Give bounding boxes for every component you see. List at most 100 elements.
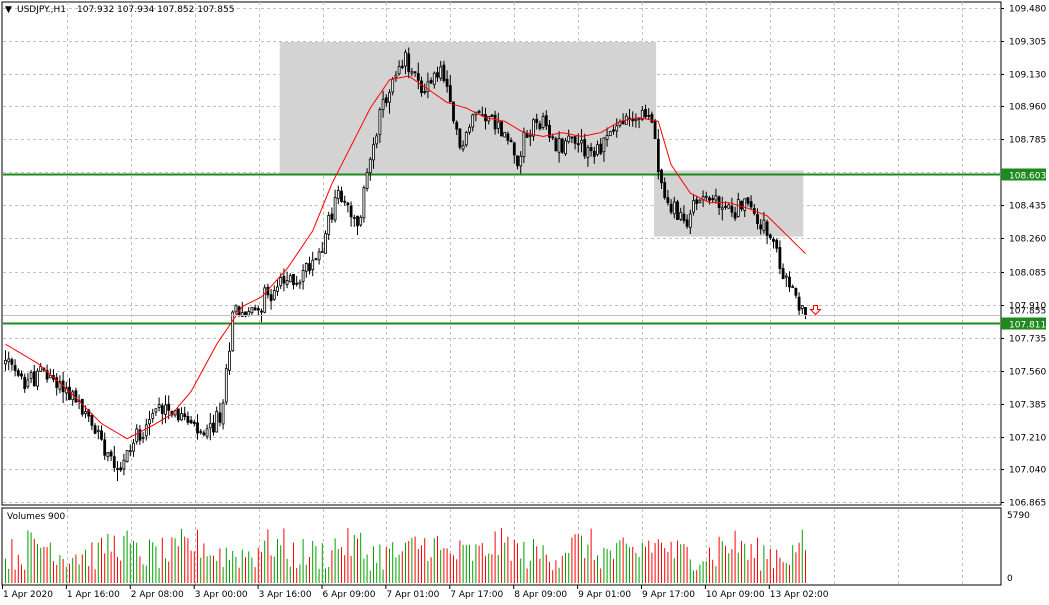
candle-body <box>576 143 580 146</box>
candle-body <box>538 123 542 129</box>
candle-body <box>720 207 724 210</box>
candle-body <box>4 360 7 365</box>
candle-body <box>692 200 695 213</box>
candle-body <box>788 276 791 288</box>
candle-body <box>781 268 785 280</box>
candle-body <box>103 439 107 456</box>
candle-body <box>663 182 667 198</box>
candle-body <box>212 422 215 433</box>
candle-body <box>263 287 267 313</box>
price-tick-label: 108.785 <box>1009 136 1046 146</box>
candle-body <box>285 280 289 285</box>
volume-bars <box>5 528 806 583</box>
current-price-line: 107.855 <box>3 307 1046 317</box>
candle-body <box>653 120 657 140</box>
candle-body <box>272 290 276 300</box>
candle-body <box>432 72 436 85</box>
candle-body <box>765 221 769 236</box>
candle-body <box>167 403 171 411</box>
candle-body <box>637 117 641 120</box>
time-tick-label: 3 Apr 00:00 <box>195 590 248 600</box>
candle-body <box>324 233 327 254</box>
candle-body <box>372 144 375 161</box>
candle-body <box>400 65 404 68</box>
time-tick-label: 13 Apr 02:00 <box>770 590 829 600</box>
candle-body <box>599 143 603 154</box>
candle-body <box>759 224 763 230</box>
candle-body <box>727 204 731 209</box>
candle-body <box>96 429 100 432</box>
candle-body <box>490 114 494 117</box>
candle-body <box>320 251 324 253</box>
candle-body <box>551 136 555 139</box>
candle-body <box>423 91 427 94</box>
price-tick-label: 109.305 <box>1009 38 1046 48</box>
level-price-tag <box>1001 317 1046 330</box>
candle-body <box>224 368 228 403</box>
candle-body <box>496 121 500 129</box>
candle-body <box>506 133 510 141</box>
candle-body <box>356 215 359 227</box>
candle-body <box>58 381 62 390</box>
price-tick-label: 108.085 <box>1009 269 1046 279</box>
candle-body <box>45 370 49 380</box>
candle-body <box>461 145 465 150</box>
candle-body <box>573 136 577 144</box>
candle-body <box>570 136 574 139</box>
volume-panel-label: Volumes 900 <box>7 512 65 522</box>
candle-body <box>276 286 279 292</box>
candle-body <box>160 405 164 414</box>
candle-body <box>640 110 644 120</box>
candle-body <box>714 195 718 201</box>
candle-body <box>391 78 395 93</box>
candle-body <box>39 366 43 372</box>
time-tick-label: 1 Apr 2020 <box>3 590 53 600</box>
candle-body <box>253 307 257 311</box>
candle-body <box>704 195 708 198</box>
price-axis: 109.480 109.305 109.130 108.960 108.785 108.6… <box>1001 5 1046 509</box>
candle-body <box>199 431 203 434</box>
candle-body <box>580 140 583 144</box>
candle-body <box>279 277 283 287</box>
price-tick-label: 109.130 <box>1009 71 1046 81</box>
candle-body <box>378 109 382 135</box>
candle-body <box>301 270 305 282</box>
candle-body <box>794 287 798 296</box>
time-axis: 1 Apr 2020 1 Apr 16:00 2 Apr 08:00 3 Apr 00… <box>2 585 829 600</box>
candle-body <box>800 305 804 310</box>
candle-body <box>682 213 686 221</box>
candle-body <box>26 379 30 388</box>
candle-body <box>183 413 187 418</box>
candle-body <box>548 124 551 138</box>
candle-body <box>68 386 71 400</box>
candle-body <box>791 286 795 289</box>
time-tick-label: 7 Apr 17:00 <box>450 590 503 600</box>
candle-body <box>231 311 235 352</box>
candle-body <box>778 247 782 269</box>
time-tick-label: 3 Apr 16:00 <box>259 590 312 600</box>
candle-body <box>330 213 334 220</box>
candle-body <box>180 413 183 421</box>
candle-body <box>215 411 219 433</box>
candle-body <box>528 134 532 137</box>
candle-body <box>343 200 347 203</box>
candle-body <box>282 275 286 284</box>
price-tick-label: 107.040 <box>1009 466 1046 476</box>
candle-body <box>413 71 417 74</box>
candle-body <box>100 430 103 440</box>
candle-body <box>589 147 593 152</box>
candle-body <box>10 359 14 365</box>
candle-body <box>164 404 167 415</box>
price-tick-label: 107.385 <box>1009 401 1046 411</box>
support-resistance-lines[interactable] <box>3 173 1000 325</box>
candle-body <box>154 408 158 413</box>
candle-body <box>109 451 113 457</box>
sell-arrow-shape <box>809 305 822 316</box>
menu-arrow-icon[interactable]: ▼ <box>5 5 12 15</box>
candle-body <box>509 139 513 143</box>
candle-body <box>448 85 452 103</box>
candle-body <box>410 71 414 74</box>
price-tick-label: 107.735 <box>1009 335 1046 345</box>
price-tick-label: 108.960 <box>1009 103 1046 113</box>
